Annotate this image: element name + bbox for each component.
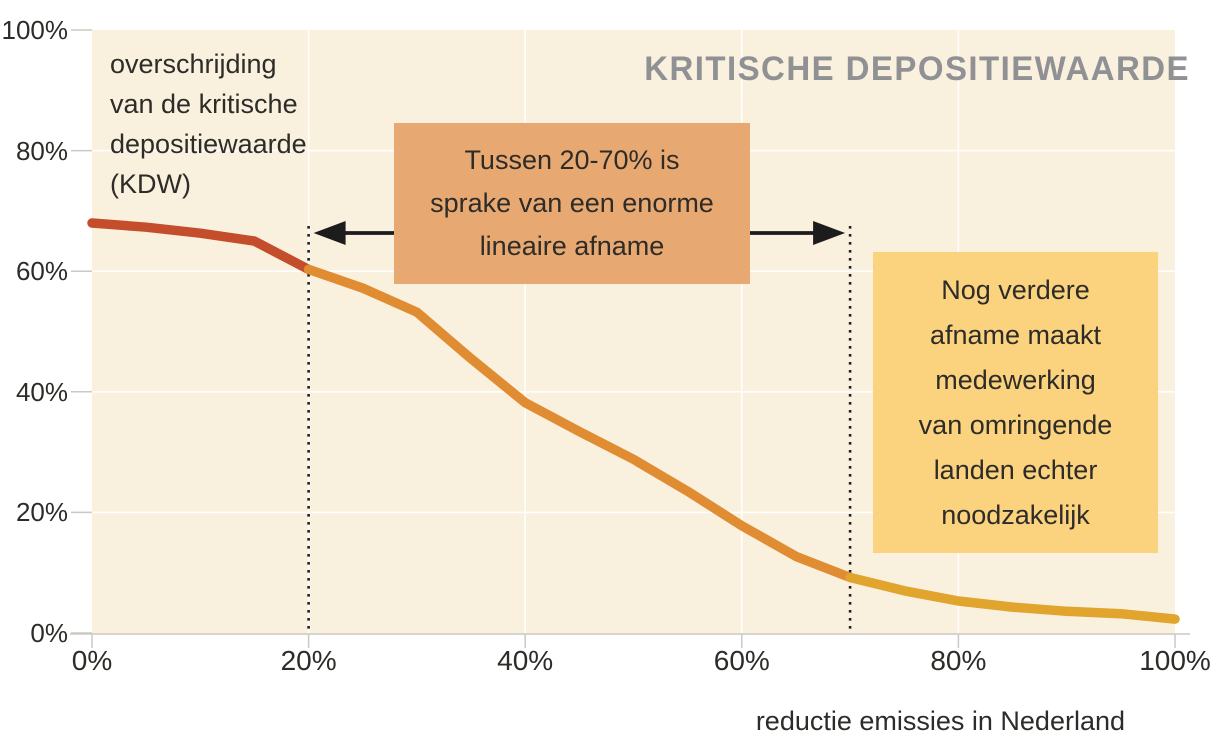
annotation-line: landen echter — [933, 454, 1098, 485]
y-tick-label-60: 60% — [15, 256, 68, 287]
x-tick-label-60: 60% — [713, 645, 770, 676]
curve-segment-lineaire-afname-20-70 — [303, 264, 855, 583]
curve-segment-staart-70-100 — [845, 572, 1180, 624]
annotation-line: noodzakelijk — [941, 499, 1090, 530]
y-tick-label-100: 100% — [1, 15, 69, 45]
x-tick-label-80: 80% — [930, 645, 987, 676]
y-axis-annotation: overschrijding van de kritische depositi… — [110, 44, 307, 204]
y-tick-label-40: 40% — [15, 376, 68, 407]
arrow-head-right — [813, 221, 846, 245]
x-tick-label-40: 40% — [497, 645, 554, 676]
y-axis-annotation-line: overschrijding — [110, 49, 277, 79]
y-axis-annotation-line: van de kritische — [110, 89, 298, 119]
annotation-line: Tussen 20-70% is — [464, 145, 680, 175]
annotation-line: medewerking — [935, 364, 1096, 395]
y-axis-annotation-line: depositiewaarde — [110, 129, 307, 159]
annotation-cooperation-box: Nog verdere afname maakt medewerking van… — [873, 252, 1158, 553]
x-axis-title: reductie emissies in Nederland — [755, 706, 1125, 736]
annotation-line: lineaire afname — [479, 231, 665, 261]
annotation-line: afname maakt — [929, 319, 1102, 350]
y-tick-label-0: 0% — [30, 618, 68, 648]
x-tick-label-100: 100% — [1139, 645, 1211, 676]
annotation-line: sprake van een enorme — [430, 188, 714, 218]
x-tick-label-20: 20% — [280, 645, 337, 676]
annotation-line: van omringende — [918, 409, 1113, 440]
curve-segment-overschrijding-0-20 — [87, 218, 314, 275]
x-tick-label-0: 0% — [71, 645, 113, 676]
annotation-line: Nog verdere — [941, 274, 1090, 305]
annotation-linear-decline-box: Tussen 20-70% is sprake van een enorme l… — [394, 123, 750, 284]
chart-title: KRITISCHE DEPOSITIEWAARDE — [644, 50, 1190, 88]
y-axis-annotation-line: (KDW) — [110, 169, 191, 199]
y-tick-label-80: 80% — [15, 135, 68, 166]
arrow-head-left — [313, 221, 346, 245]
y-tick-label-20: 20% — [15, 497, 68, 528]
